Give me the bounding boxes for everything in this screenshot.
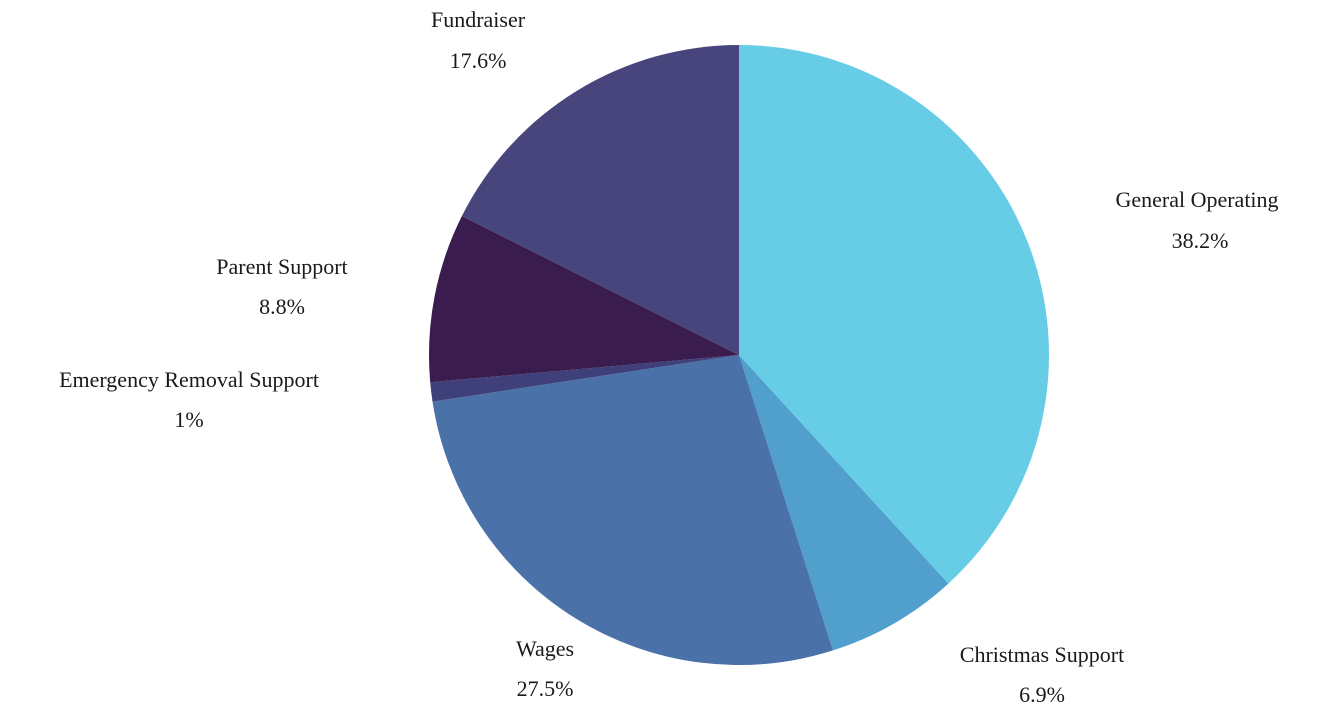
slice-label: Christmas Support — [960, 642, 1124, 667]
pie-slice — [739, 45, 1049, 584]
pie-slice — [739, 355, 949, 651]
slice-label: Wages — [516, 636, 574, 661]
pie-slice — [430, 355, 739, 402]
slice-value-label: 6.9% — [1019, 682, 1065, 707]
pie-slice — [428, 216, 739, 383]
slice-value-label: 8.8% — [259, 294, 305, 319]
slice-value-label: 38.2% — [1172, 228, 1229, 253]
slice-label: Parent Support — [216, 254, 347, 279]
pie-slice — [432, 355, 833, 665]
slice-value-label: 1% — [174, 407, 203, 432]
slice-label: General Operating — [1115, 187, 1278, 212]
pie-slice — [461, 45, 739, 355]
slice-label: Emergency Removal Support — [59, 367, 319, 392]
slice-value-label: 17.6% — [450, 48, 507, 73]
slice-value-label: 27.5% — [517, 676, 574, 701]
slice-label: Fundraiser — [431, 7, 526, 32]
